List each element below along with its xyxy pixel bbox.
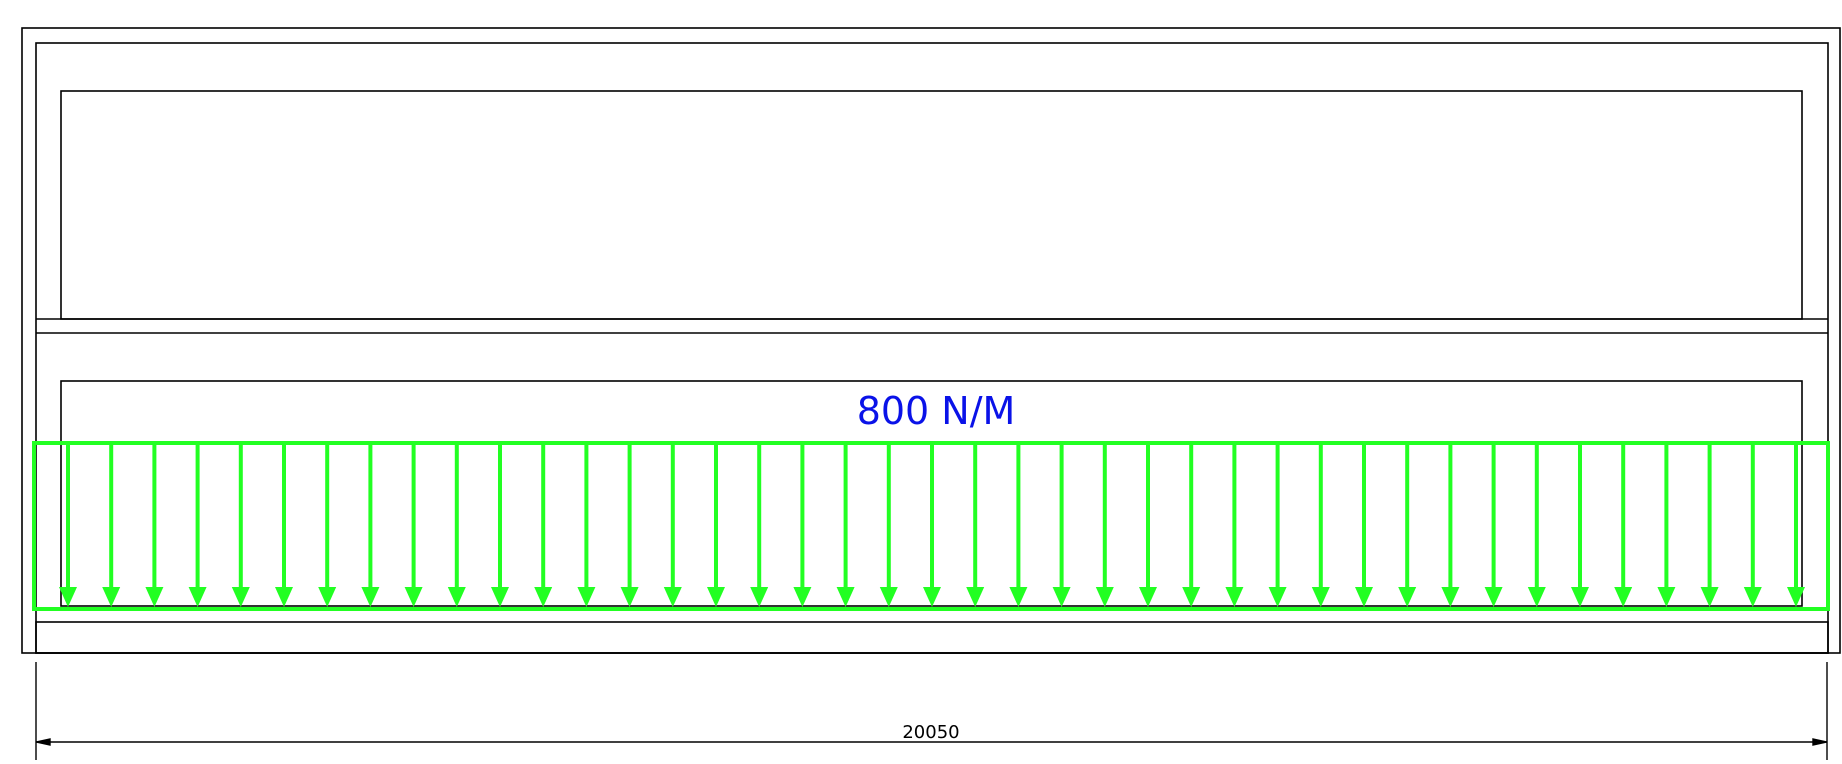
load-arrow [577, 445, 596, 607]
structure-outline [21, 27, 1841, 654]
load-arrow [1484, 445, 1503, 607]
load-arrow [1398, 445, 1417, 607]
load-arrow [1182, 445, 1201, 607]
load-box [32, 441, 1830, 611]
load-arrow [663, 445, 682, 607]
load-arrow [231, 445, 250, 607]
load-arrow [620, 445, 639, 607]
load-label: 800 N/M [857, 389, 1016, 433]
load-arrow [318, 445, 337, 607]
upper-panel [60, 90, 1803, 320]
dimension-arrow-left [35, 738, 51, 746]
load-arrow [59, 445, 77, 607]
load-arrow [836, 445, 855, 607]
distributed-load [32, 441, 1830, 611]
base-beam [35, 621, 1829, 654]
load-arrow [102, 445, 121, 607]
load-arrow [1311, 445, 1330, 607]
load-arrow [1268, 445, 1287, 607]
load-arrow [1527, 445, 1546, 607]
load-arrow [1700, 445, 1719, 607]
load-arrow [361, 445, 380, 607]
load-arrow [1095, 445, 1114, 607]
load-arrow [966, 445, 985, 607]
load-arrow [188, 445, 207, 607]
load-arrow [275, 445, 293, 607]
load-arrow [1009, 445, 1028, 607]
load-arrow [1052, 445, 1071, 607]
load-arrow [404, 445, 423, 607]
load-arrow [534, 445, 553, 607]
load-arrow [707, 445, 725, 607]
load-arrow [491, 445, 509, 607]
lower-panel [60, 380, 1803, 607]
dimension-label: 20050 [902, 722, 959, 743]
load-arrow [145, 445, 164, 607]
load-arrow [879, 445, 898, 607]
load-arrow [1139, 445, 1157, 607]
load-arrow [1657, 445, 1676, 607]
load-arrow [1225, 445, 1244, 607]
load-arrow [1571, 445, 1589, 607]
load-arrow [447, 445, 466, 607]
dimension [35, 662, 1828, 760]
load-arrow [1614, 445, 1633, 607]
load-arrow [1441, 445, 1460, 607]
dimension-arrow-right [1812, 738, 1828, 746]
load-arrow [750, 445, 769, 607]
load-arrow [923, 445, 941, 607]
load-arrow [1743, 445, 1762, 607]
load-arrows [59, 445, 1805, 607]
load-arrow [1355, 445, 1373, 607]
load-arrow [1787, 445, 1805, 607]
load-arrow [793, 445, 812, 607]
